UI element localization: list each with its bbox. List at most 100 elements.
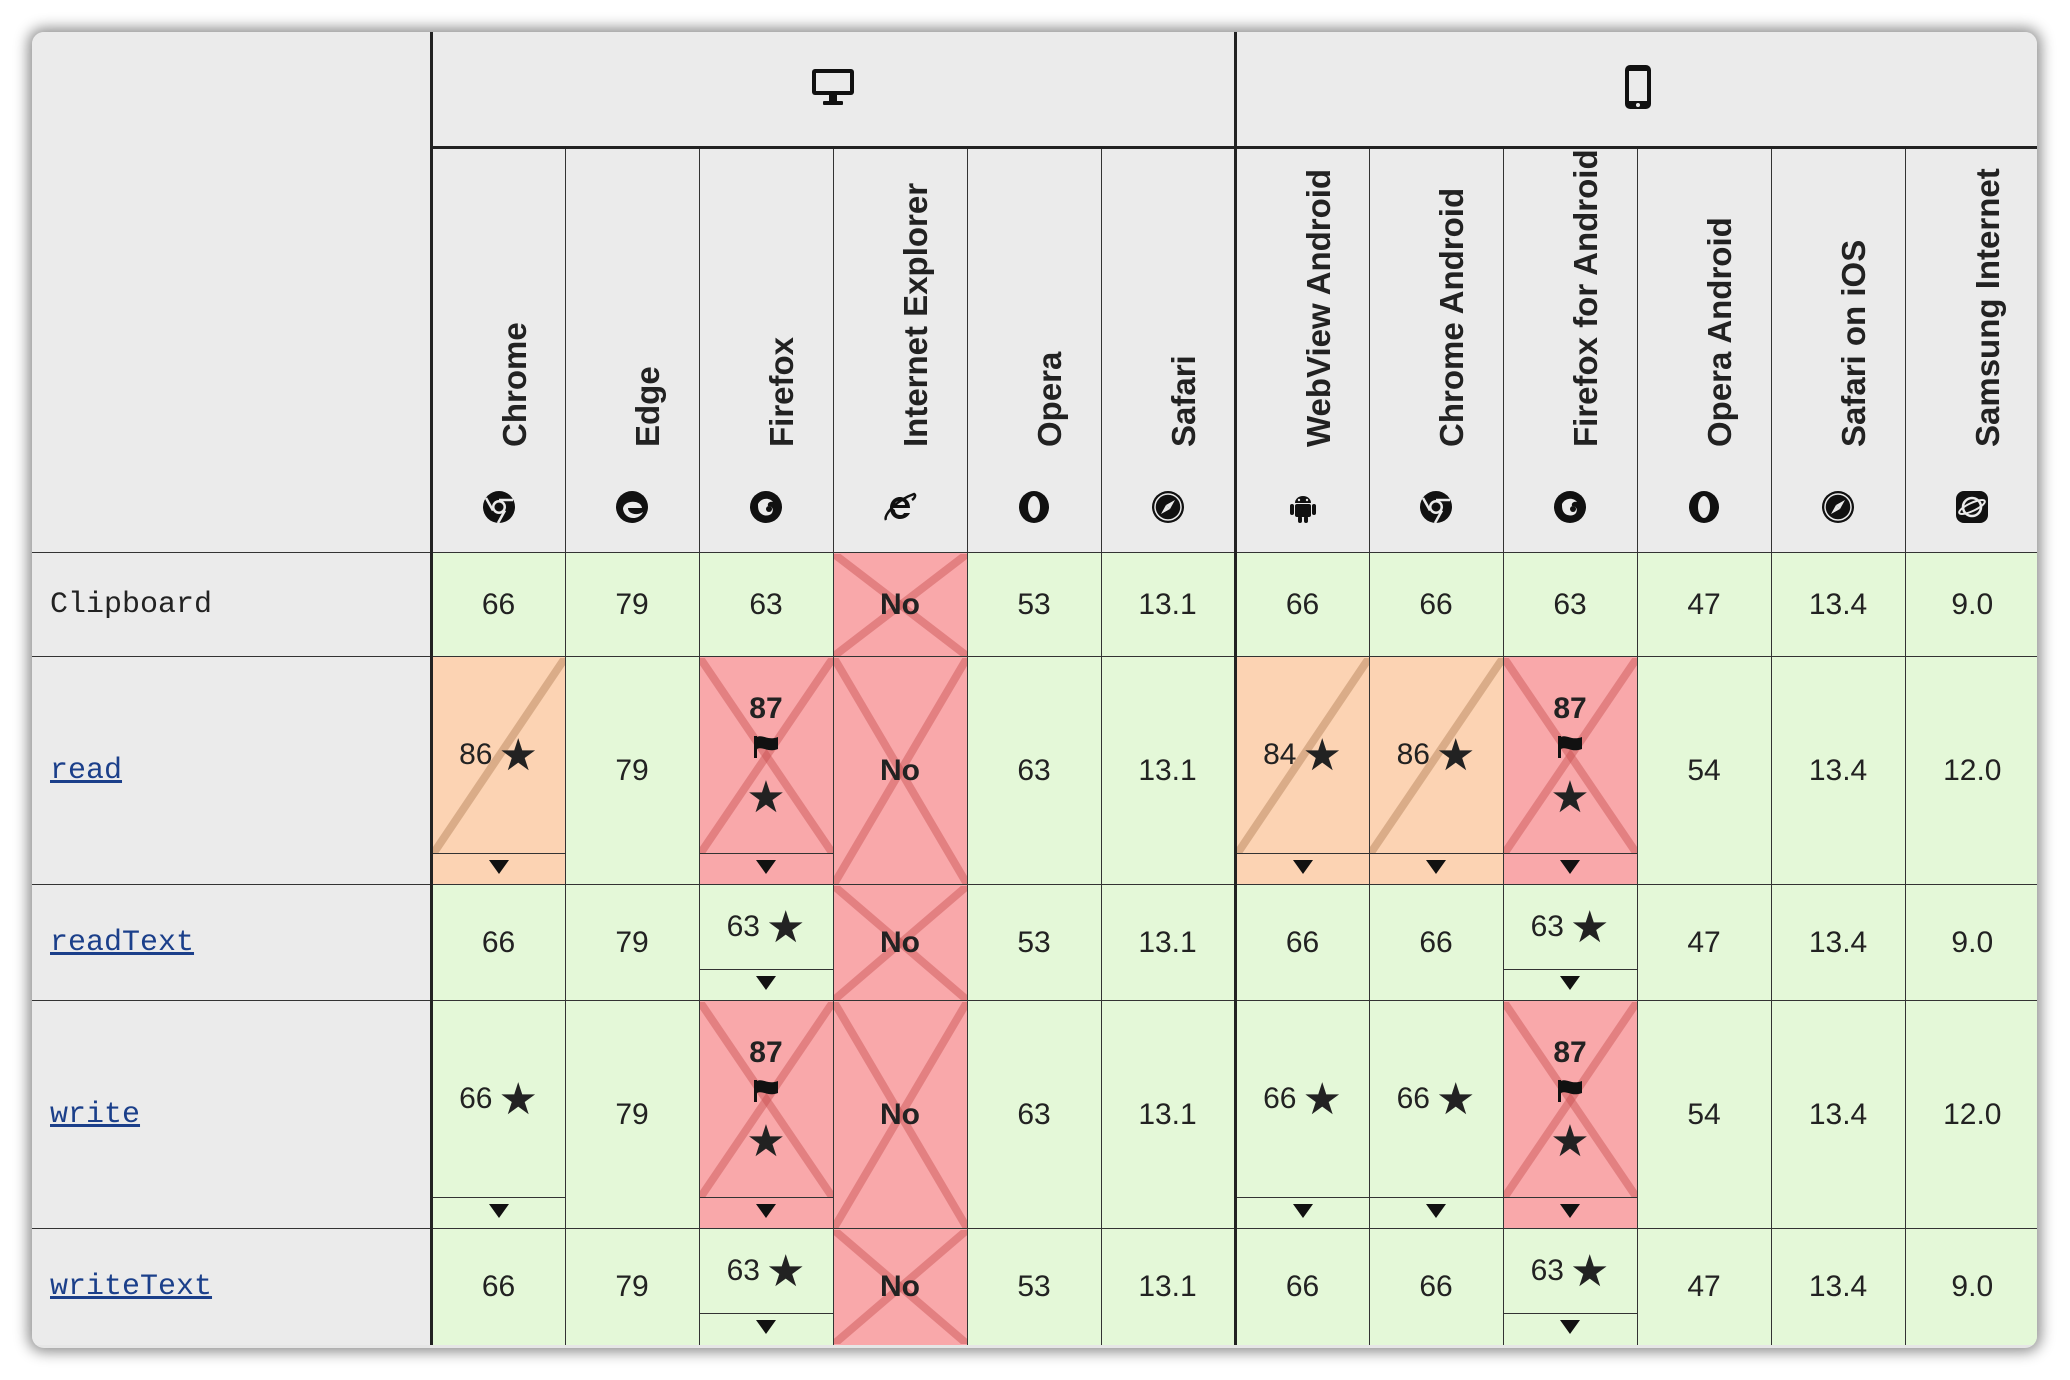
- support-cell[interactable]: 66 ★: [1368, 1000, 1504, 1229]
- support-cell[interactable]: 86 ★: [1368, 656, 1504, 885]
- support-cell: 63: [1502, 552, 1638, 657]
- support-cell: 66: [1368, 552, 1504, 657]
- star-icon: ★: [1435, 1074, 1476, 1124]
- support-cell: 66: [1368, 1228, 1504, 1345]
- triangle-down-icon: [1424, 856, 1448, 882]
- star-icon: ★: [1435, 730, 1476, 780]
- triangle-down-icon: [1558, 856, 1582, 882]
- support-cell: No: [832, 552, 967, 657]
- support-value: 66: [481, 925, 516, 959]
- triangle-down-icon: [1291, 856, 1315, 882]
- table-row: writeText 66 79 63 ★ No 53 13.1 66 66 63 ★ 47 13.4 9.0: [32, 1228, 2037, 1345]
- star-icon: ★: [498, 730, 538, 780]
- support-value: 63: [726, 909, 760, 943]
- support-value: 13.4: [1808, 753, 1868, 787]
- expand-toggle[interactable]: [1369, 1196, 1503, 1228]
- support-cell: 13.1: [1100, 884, 1236, 1001]
- support-cell: 53: [966, 552, 1101, 657]
- triangle-down-icon: [487, 856, 511, 882]
- feature-name-cell: read: [32, 656, 431, 885]
- feature-link[interactable]: read: [50, 753, 123, 788]
- support-value: 63: [1017, 753, 1051, 787]
- support-cell[interactable]: 87 ★: [698, 1000, 833, 1229]
- support-value: 63: [749, 587, 783, 621]
- support-cell: 53: [966, 884, 1101, 1001]
- support-value: No: [880, 925, 920, 959]
- support-cell: 63: [966, 656, 1101, 885]
- star-icon: ★: [746, 1116, 786, 1166]
- feature-link[interactable]: write: [50, 1097, 141, 1132]
- browser-name: Chrome Android: [1433, 187, 1471, 447]
- support-value: 47: [1687, 1269, 1721, 1303]
- internet-explorer-icon: [883, 490, 917, 524]
- support-cell[interactable]: 63 ★: [698, 884, 833, 1001]
- support-value: 86: [459, 737, 493, 771]
- expand-toggle[interactable]: [1503, 968, 1637, 1000]
- flag-icon: [751, 1078, 781, 1112]
- feature-link[interactable]: writeText: [50, 1269, 213, 1304]
- support-cell: 66: [429, 884, 565, 1001]
- support-cell[interactable]: 66 ★: [1233, 1000, 1370, 1229]
- feature-link[interactable]: readText: [50, 925, 195, 960]
- browser-compat-table: Chrome Edge Firefox Internet Explorer Opera S…: [32, 32, 2037, 1345]
- expand-toggle[interactable]: [1369, 852, 1503, 884]
- support-value: 66: [1419, 1269, 1453, 1303]
- safari-icon: [1821, 490, 1855, 524]
- support-cell: 54: [1636, 656, 1772, 885]
- expand-toggle[interactable]: [1503, 1312, 1637, 1344]
- samsung-internet-icon: [1955, 490, 1989, 524]
- expand-toggle[interactable]: [1236, 1196, 1369, 1228]
- support-cell: 12.0: [1904, 1000, 2037, 1229]
- support-cell[interactable]: 87 ★: [1502, 656, 1638, 885]
- support-cell[interactable]: 86 ★: [429, 656, 565, 885]
- expand-toggle[interactable]: [1236, 852, 1369, 884]
- triangle-down-icon: [754, 1316, 778, 1342]
- browser-name: Firefox: [763, 336, 800, 447]
- triangle-down-icon: [1558, 1200, 1582, 1226]
- support-value: 66: [459, 1081, 493, 1115]
- support-cell: No: [832, 884, 967, 1001]
- support-value: 66: [1396, 1081, 1430, 1115]
- star-icon: ★: [765, 902, 806, 952]
- browser-name: Opera: [1031, 351, 1068, 447]
- support-cell: 13.4: [1770, 1000, 1906, 1229]
- support-value: 66: [1419, 925, 1453, 959]
- expand-toggle[interactable]: [699, 1196, 833, 1228]
- browser-name: Safari: [1164, 355, 1202, 447]
- expand-toggle[interactable]: [699, 968, 833, 1000]
- support-value: 9.0: [1951, 587, 1994, 621]
- browser-name: Chrome: [495, 322, 533, 447]
- expand-toggle[interactable]: [699, 852, 833, 884]
- support-cell: 9.0: [1904, 884, 2037, 1001]
- support-cell[interactable]: 66 ★: [429, 1000, 565, 1229]
- support-cell[interactable]: 87 ★: [698, 656, 833, 885]
- support-cell[interactable]: 63 ★: [698, 1228, 833, 1345]
- support-cell: 13.1: [1100, 656, 1236, 885]
- support-cell[interactable]: 63 ★: [1502, 1228, 1638, 1345]
- expand-toggle[interactable]: [1503, 1196, 1637, 1228]
- browser-header: Samsung Internet: [1904, 147, 2037, 553]
- support-value: No: [880, 587, 920, 621]
- support-value: 13.1: [1138, 587, 1197, 621]
- support-cell: 66: [1233, 552, 1370, 657]
- support-cell[interactable]: 63 ★: [1502, 884, 1638, 1001]
- table-corner: [32, 32, 431, 553]
- expand-toggle[interactable]: [699, 1312, 833, 1344]
- triangle-down-icon: [1558, 972, 1582, 998]
- support-value: 54: [1687, 1097, 1721, 1131]
- desktop-monitor-icon: [812, 68, 855, 105]
- support-cell: 79: [564, 656, 699, 885]
- feature-name-cell: writeText: [32, 1228, 431, 1345]
- support-value: 63: [1017, 1097, 1051, 1131]
- support-value: 79: [615, 1097, 649, 1131]
- expand-toggle[interactable]: [1503, 852, 1637, 884]
- expand-toggle[interactable]: [432, 852, 565, 884]
- expand-toggle[interactable]: [432, 1196, 565, 1228]
- support-cell[interactable]: 87 ★: [1502, 1000, 1638, 1229]
- support-cell[interactable]: 84 ★: [1233, 656, 1370, 885]
- support-value: 79: [615, 587, 649, 621]
- support-value: 12.0: [1943, 753, 2002, 787]
- triangle-down-icon: [1424, 1200, 1448, 1226]
- star-icon: ★: [1302, 730, 1342, 780]
- chrome-icon: [482, 490, 516, 524]
